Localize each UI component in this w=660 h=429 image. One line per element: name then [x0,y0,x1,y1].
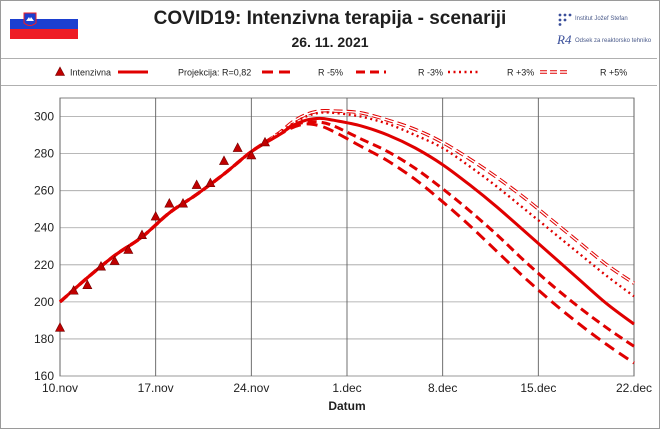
y-tick-label: 260 [34,184,54,198]
data-point-marker [246,149,257,160]
legend-label-proj: Projekcija: R=0,82 [178,68,251,78]
data-point-marker [232,142,243,152]
chart-title: COVID19: Intenzivna terapija - scenariji [153,8,507,29]
x-tick-label: 1.dec [332,381,361,395]
data-point-marker [219,155,229,165]
data-point-marker [178,197,188,208]
y-tick-label: 220 [34,258,54,272]
legend-label-m5: R -5% [318,68,343,78]
y-tick-label: 300 [34,110,54,124]
legend-swatch-markers [55,66,65,76]
x-tick-label: 17.nov [138,381,174,395]
data-point-marker [82,279,93,289]
x-axis-label: Datum [328,399,365,413]
y-tick-label: 280 [34,147,54,161]
chart-date: 26. 11. 2021 [291,34,369,50]
legend-box [1,58,657,86]
r4-logo-mark: R4 [557,32,572,47]
data-point-marker [164,197,175,208]
ijs-logo-text: Institut Jožef Stefan [575,16,628,22]
data-point-marker [260,136,270,147]
y-tick-label: 240 [34,221,54,235]
data-point-marker [123,244,134,254]
y-tick-label: 160 [34,369,54,383]
r4-logo-text: Odsek za reaktorsko tehniko [575,38,652,44]
data-point-marker [68,285,79,295]
data-point-marker [96,261,106,271]
series-line-proj [59,116,635,326]
legend-label-p3: R +3% [507,68,534,78]
ijs-logo-icon [558,13,572,26]
r4-logo: R4 Odsek za reaktorsko tehniko [557,32,657,50]
x-tick-label: 10.nov [42,381,78,395]
data-point-marker [150,210,161,221]
legend-label-m3: R -3% [418,68,443,78]
x-tick-label: 8.dec [428,381,457,395]
data-point-marker [191,179,202,189]
legend-label-p5: R +5% [600,68,627,78]
data-point-marker [55,322,65,332]
ijs-logo: Institut Jožef Stefan [557,12,657,26]
y-tick-label: 180 [34,332,54,346]
slovenia-flag-icon [10,9,78,39]
legend-label-markers: Intenzivna [70,68,111,78]
x-tick-label: 22.dec [616,381,652,395]
x-tick-label: 15.dec [520,381,556,395]
series-line-m3 [59,120,635,348]
data-point-marker [109,255,120,265]
data-point-marker [137,229,147,239]
x-tick-label: 24.nov [233,381,269,395]
y-tick-label: 200 [34,295,54,309]
data-point-marker [205,177,216,188]
